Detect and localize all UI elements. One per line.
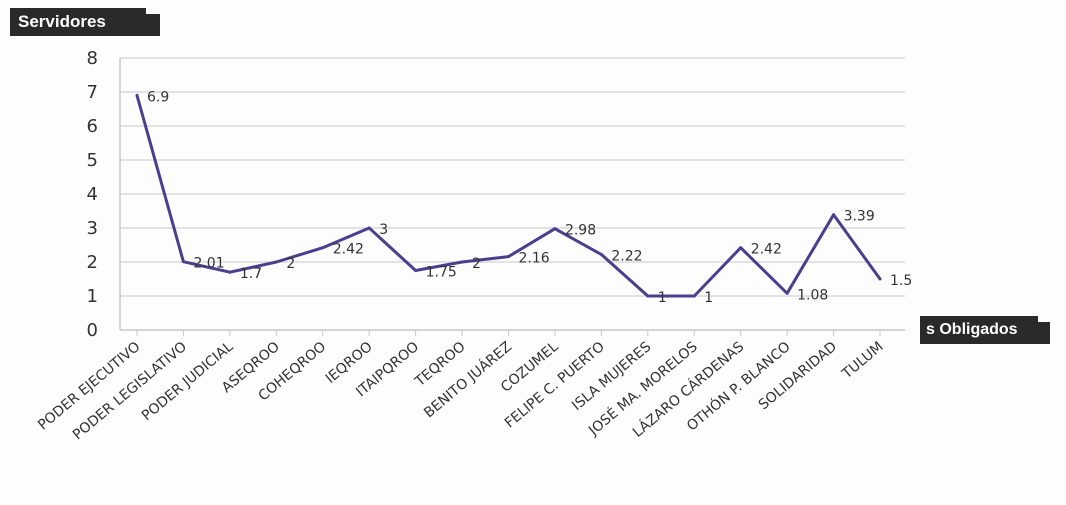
- data-point: [367, 226, 371, 230]
- data-point: [832, 213, 836, 217]
- grid-layer: [119, 57, 905, 336]
- data-point: [274, 260, 278, 264]
- data-label: 1.7: [240, 266, 262, 282]
- y-tick-label-1: 1: [87, 286, 98, 307]
- y-tick-label-3: 3: [87, 218, 98, 239]
- data-point: [507, 255, 510, 259]
- data-label: 3.39: [844, 209, 875, 225]
- y-tick-label-8: 8: [87, 48, 98, 69]
- y-tick-label-0: 0: [87, 320, 98, 341]
- y-tick-label-2: 2: [87, 252, 98, 273]
- x-tick-label: TULUM: [839, 339, 887, 383]
- series-layer: [135, 93, 882, 298]
- data-label: 1: [704, 290, 713, 306]
- data-label: 1.75: [426, 265, 457, 281]
- data-point: [553, 227, 557, 231]
- data-point: [692, 294, 696, 298]
- x-axis-title: s Obligados: [920, 316, 1038, 344]
- data-point: [460, 260, 464, 264]
- data-point: [739, 246, 743, 250]
- data-label: 3: [379, 222, 388, 238]
- data-point: [646, 294, 650, 298]
- y-tick-label-6: 6: [87, 116, 98, 137]
- y-tick-label-4: 4: [87, 184, 98, 205]
- data-point: [414, 269, 418, 272]
- data-point: [181, 260, 185, 264]
- title-tag-notch: [146, 14, 160, 36]
- x-tick-label: ISLA MUJERES: [569, 339, 654, 414]
- data-point: [878, 277, 882, 281]
- x-axis-tag-notch: [1038, 322, 1050, 344]
- data-point: [135, 93, 139, 97]
- data-point: [321, 246, 325, 250]
- y-tick-labels: 0 1 2 3 4 5 6 7 8: [87, 48, 98, 341]
- chart-title: Servidores: [10, 8, 146, 36]
- data-label: 2.98: [565, 223, 596, 239]
- data-label: 6.9: [147, 89, 169, 105]
- data-label: 1.5: [890, 273, 912, 289]
- data-labels: 6.9 2.01 1.7 2 2.42 3 1.75 2 2.16 2.98 2.22 1 1 2.42 1…: [147, 89, 912, 306]
- data-label: 2.42: [333, 242, 364, 258]
- data-label: 2: [286, 256, 295, 272]
- data-label: 2: [472, 256, 481, 272]
- data-point: [599, 253, 603, 257]
- data-label: 1: [658, 290, 667, 306]
- data-label: 1.08: [797, 287, 828, 303]
- data-point: [785, 291, 789, 295]
- data-label: 2.22: [611, 249, 642, 265]
- x-tick-label: SOLIDARIDAD: [756, 339, 840, 413]
- data-label: 2.16: [519, 251, 550, 267]
- data-label: 2.01: [193, 256, 224, 272]
- data-point: [228, 270, 232, 274]
- y-tick-label-7: 7: [87, 82, 98, 103]
- data-label: 2.42: [751, 242, 782, 258]
- y-tick-label-5: 5: [87, 150, 98, 171]
